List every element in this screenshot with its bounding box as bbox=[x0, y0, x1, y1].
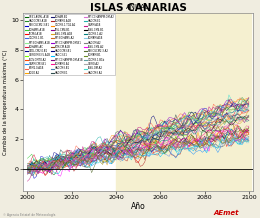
Bar bbox=[116, 13, 251, 191]
Legend: GCE1.AGML.A1B, HADGCM3.A1B, MRI.CGCM2.3.B1, ECHAM5.A1B, IPCM4.A1B, CGCM3.1.B1, M: GCE1.AGML.A1B, HADGCM3.A1B, MRI.CGCM2.3.… bbox=[24, 14, 115, 75]
Text: ANUAL: ANUAL bbox=[126, 4, 150, 10]
Title: ISLAS CANARIAS: ISLAS CANARIAS bbox=[90, 3, 187, 13]
Text: © Agencia Estatal de Meteorología: © Agencia Estatal de Meteorología bbox=[3, 213, 55, 217]
Y-axis label: Cambio de la temperatura máxima (°C): Cambio de la temperatura máxima (°C) bbox=[3, 49, 8, 155]
X-axis label: Año: Año bbox=[131, 202, 146, 211]
Text: AEmet: AEmet bbox=[213, 210, 239, 216]
